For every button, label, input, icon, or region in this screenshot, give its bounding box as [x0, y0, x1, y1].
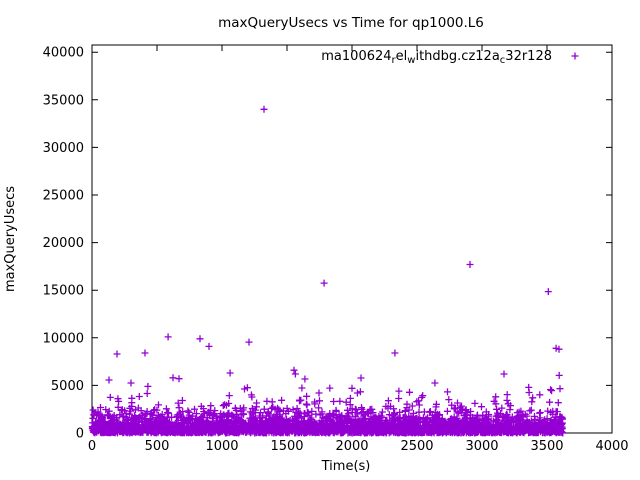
scatter-points	[88, 105, 567, 437]
y-tick-label: 15000	[43, 284, 84, 299]
legend: ma100624relwithdbg.cz12ac32r128	[321, 49, 579, 66]
plot-border	[91, 44, 613, 434]
legend-label: ma100624relwithdbg.cz12ac32r128	[321, 49, 552, 66]
x-tick-label: 3500	[530, 439, 563, 454]
y-tick-label: 35000	[43, 93, 84, 108]
y-tick-label: 20000	[43, 236, 84, 251]
axes-and-ticks: 0 500 1000 1500 2000 2500 3000 3500 400005000100…	[43, 44, 629, 454]
x-tick-label: 1000	[205, 439, 238, 454]
y-tick-label: 40000	[43, 46, 84, 61]
y-tick-label: 5000	[51, 379, 84, 394]
x-tick-label: 2000	[335, 439, 368, 454]
tick-marks	[91, 45, 613, 434]
x-tick-label: 4000	[595, 439, 628, 454]
y-tick-label: 10000	[43, 331, 84, 346]
y-tick-label: 0	[76, 427, 84, 442]
y-tick-label: 30000	[43, 141, 84, 156]
chart-title: maxQueryUsecs vs Time for qp1000.L6	[218, 15, 484, 31]
y-axis-label: maxQueryUsecs	[3, 186, 18, 292]
data-points-layer	[88, 105, 567, 437]
x-tick-label: 0	[88, 439, 96, 454]
y-tick-label: 25000	[43, 189, 84, 204]
x-axis-label: Time(s)	[321, 459, 371, 474]
x-tick-label: 1500	[270, 439, 303, 454]
x-tick-label: 3000	[465, 439, 498, 454]
x-tick-label: 2500	[400, 439, 433, 454]
x-tick-label: 500	[145, 439, 170, 454]
legend-marker-icon	[571, 52, 579, 60]
